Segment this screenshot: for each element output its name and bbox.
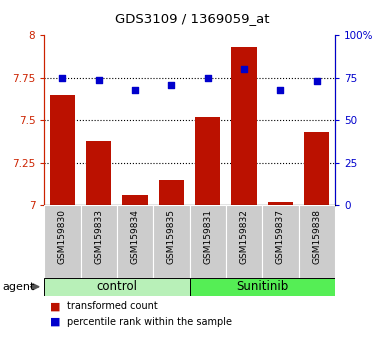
Text: GDS3109 / 1369059_at: GDS3109 / 1369059_at bbox=[115, 12, 270, 25]
Text: percentile rank within the sample: percentile rank within the sample bbox=[67, 317, 233, 327]
Text: GSM159837: GSM159837 bbox=[276, 209, 285, 264]
Bar bbox=[195, 117, 221, 205]
Text: ■: ■ bbox=[50, 301, 60, 311]
Bar bbox=[50, 95, 75, 205]
Bar bbox=[117, 205, 153, 278]
Bar bbox=[190, 205, 226, 278]
Bar bbox=[231, 47, 257, 205]
Bar bbox=[226, 205, 262, 278]
Text: GSM159831: GSM159831 bbox=[203, 209, 212, 264]
Bar bbox=[153, 205, 189, 278]
Point bbox=[277, 87, 283, 93]
Point bbox=[96, 77, 102, 82]
Bar bbox=[268, 202, 293, 205]
Point bbox=[314, 79, 320, 84]
Text: GSM159833: GSM159833 bbox=[94, 209, 103, 264]
Bar bbox=[86, 141, 112, 205]
Bar bbox=[190, 278, 335, 296]
Bar bbox=[159, 180, 184, 205]
Bar bbox=[299, 205, 335, 278]
Text: ■: ■ bbox=[50, 317, 60, 327]
Bar bbox=[44, 278, 190, 296]
Point bbox=[205, 75, 211, 81]
Text: agent: agent bbox=[2, 282, 34, 292]
Text: GSM159832: GSM159832 bbox=[239, 209, 249, 264]
Bar bbox=[304, 132, 330, 205]
Text: transformed count: transformed count bbox=[67, 301, 158, 311]
Bar bbox=[80, 205, 117, 278]
Text: control: control bbox=[97, 280, 137, 293]
Text: GSM159830: GSM159830 bbox=[58, 209, 67, 264]
Bar bbox=[122, 195, 148, 205]
Text: Sunitinib: Sunitinib bbox=[236, 280, 288, 293]
Bar bbox=[44, 205, 80, 278]
Point bbox=[241, 67, 247, 72]
Point bbox=[132, 87, 138, 93]
Text: GSM159835: GSM159835 bbox=[167, 209, 176, 264]
Text: GSM159834: GSM159834 bbox=[131, 209, 140, 264]
Point bbox=[59, 75, 65, 81]
Point bbox=[168, 82, 174, 87]
Bar bbox=[262, 205, 299, 278]
Text: GSM159838: GSM159838 bbox=[312, 209, 321, 264]
